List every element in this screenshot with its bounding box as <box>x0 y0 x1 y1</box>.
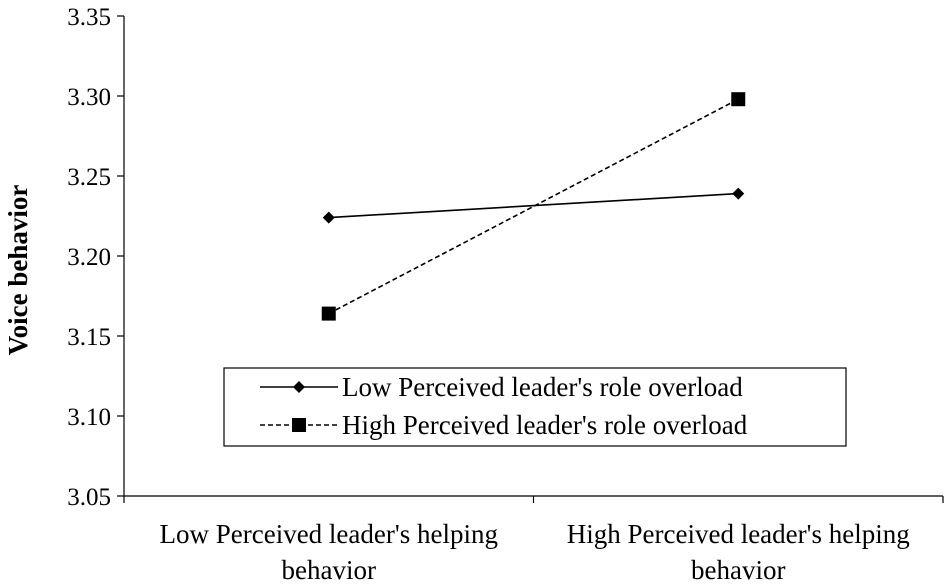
legend-marker-diamond <box>293 381 305 393</box>
y-tick-label: 3.15 <box>67 324 111 351</box>
y-tick-label: 3.05 <box>67 484 111 511</box>
legend-entry-label: High Perceived leader's role overload <box>342 410 748 440</box>
legend-entry-label: Low Perceived leader's role overload <box>342 372 743 402</box>
x-axis-categories: Low Perceived leader's helping behavior Hi… <box>123 496 944 585</box>
y-axis-label: Voice behavior <box>3 185 33 356</box>
data-point-square <box>731 92 746 107</box>
y-tick-label: 3.10 <box>67 404 111 431</box>
y-tick-label: 3.20 <box>67 244 111 271</box>
data-point-square <box>321 306 336 321</box>
x-category-label: High Perceived leader's helping behavior <box>567 519 910 585</box>
data-point-diamond <box>322 211 335 224</box>
x-category-label: Low Perceived leader's helping behavior <box>160 519 499 585</box>
legend-marker-square <box>292 418 306 432</box>
data-point-diamond <box>732 187 745 200</box>
y-tick-label: 3.25 <box>67 164 111 191</box>
series-line-low-overload <box>328 192 739 219</box>
series-lines <box>321 92 746 321</box>
y-tick-label: 3.35 <box>67 4 111 31</box>
legend-box <box>223 367 847 447</box>
y-tick-label: 3.30 <box>67 84 111 111</box>
series-line-high-overload <box>328 98 739 315</box>
legend: Low Perceived leader's role overload High… <box>223 367 847 447</box>
y-axis-ticks: 3.05 3.10 3.15 3.20 3.25 3.30 3.35 <box>67 4 124 511</box>
